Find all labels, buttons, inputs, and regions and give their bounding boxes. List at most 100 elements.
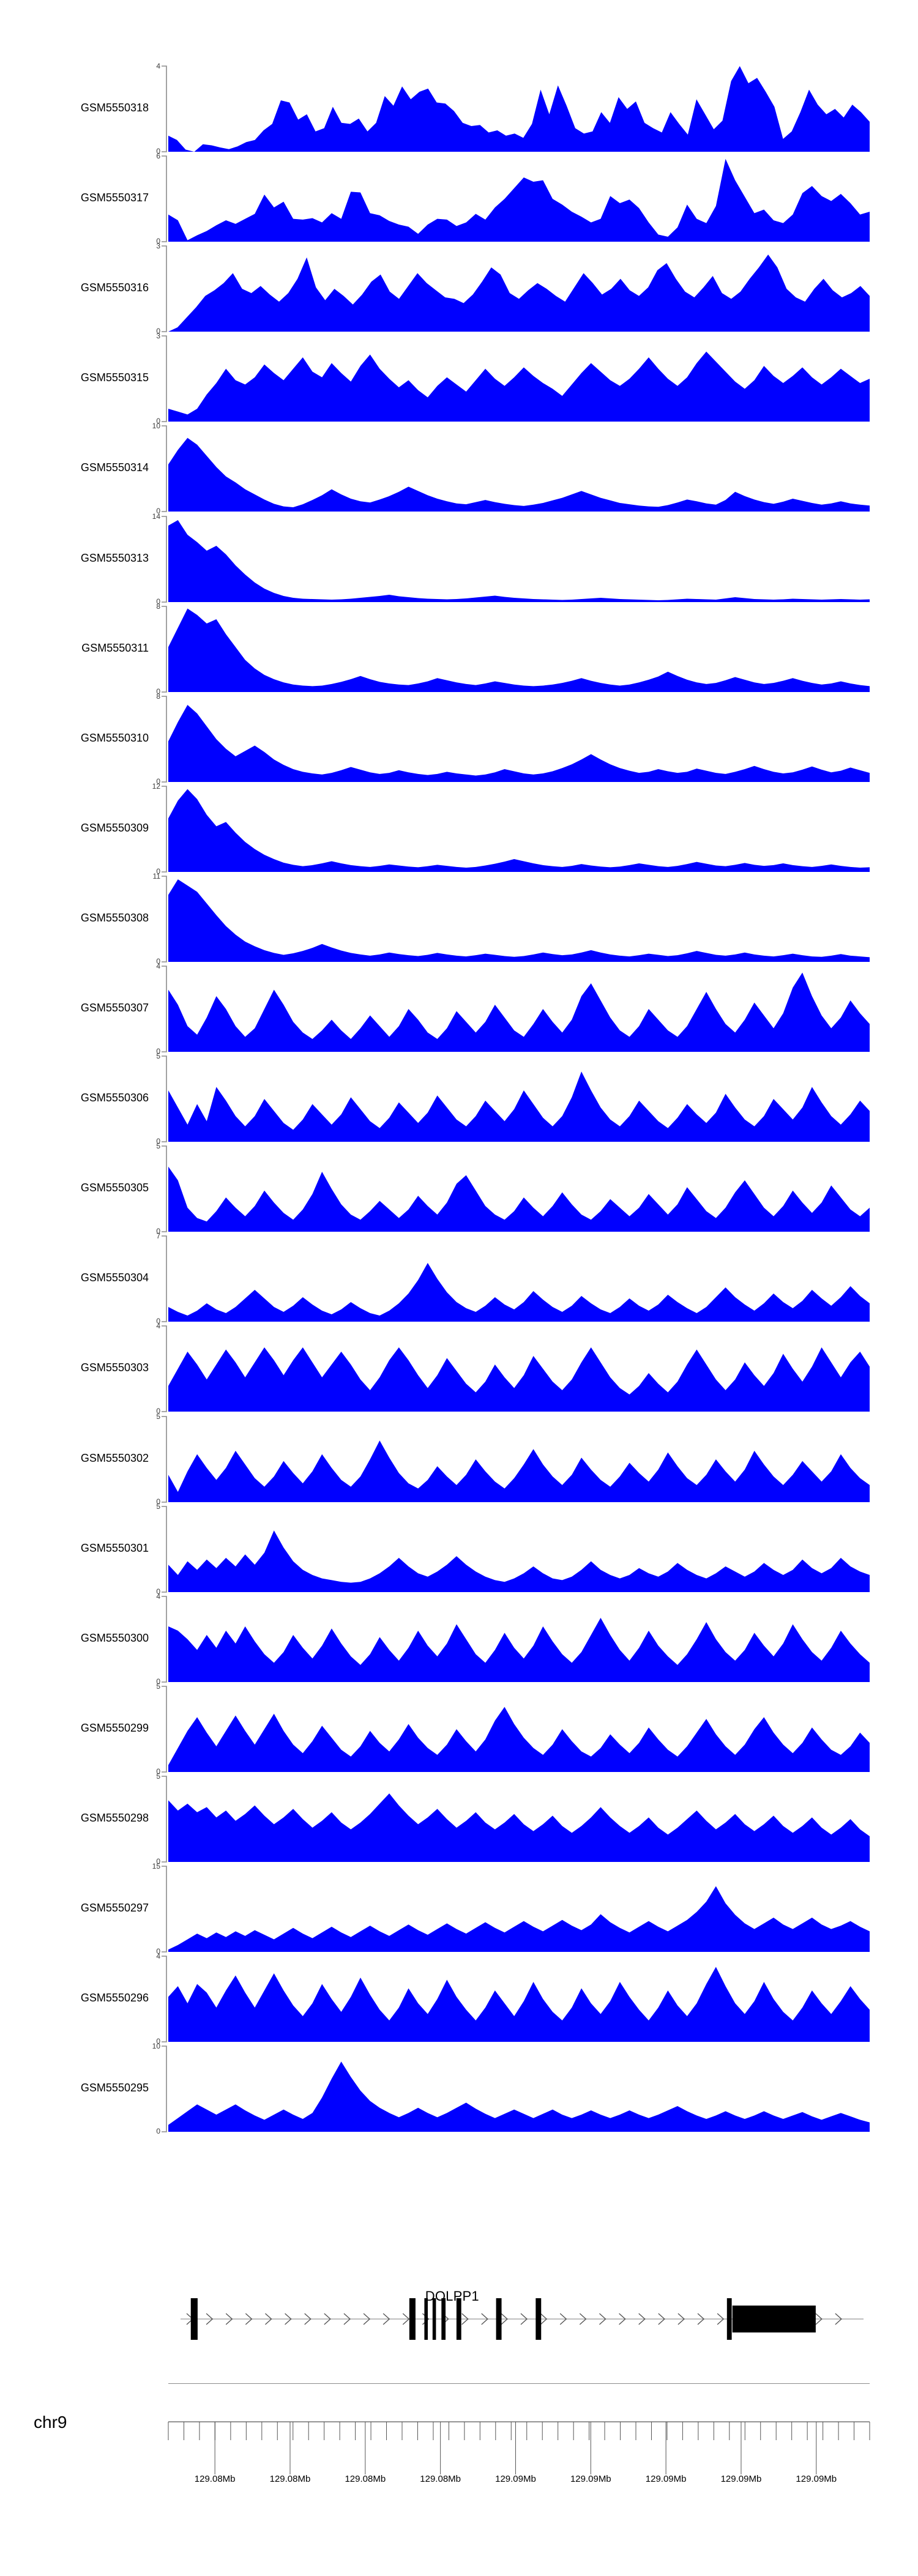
track-yaxis-spine: [162, 1866, 167, 1952]
exon-block: [536, 2298, 542, 2340]
coverage-area: [168, 704, 870, 782]
strand-arrow-icon: [677, 2313, 685, 2325]
track-plot: [162, 335, 870, 423]
track-yaxis-max-label: 15: [152, 1862, 160, 1871]
exon-block: [496, 2298, 502, 2340]
track-sample-label: GSM5550311: [81, 641, 149, 654]
exon-block: [456, 2298, 461, 2340]
ruler-tick-label: 129.09Mb: [720, 2474, 762, 2484]
track-sample-label: GSM5550297: [80, 1902, 149, 1914]
track-yaxis-max-label: 4: [156, 1322, 160, 1331]
track-yaxis-spine: [162, 155, 167, 242]
track-yaxis-max-label: 3: [156, 332, 160, 341]
track-plot: [162, 1505, 870, 1593]
track-plot: [162, 876, 870, 962]
track-yaxis-min-label: 0: [156, 687, 160, 696]
exon-block: [432, 2298, 436, 2340]
track-yaxis-spine: [162, 1505, 167, 1593]
coverage-area: [168, 158, 870, 242]
track-plot: [162, 155, 870, 242]
track-yaxis-max-label: 5: [156, 1771, 160, 1781]
strand-arrow-icon: [717, 2313, 725, 2325]
track-yaxis-spine: [162, 335, 167, 423]
track-plot: [162, 245, 870, 332]
coverage-area: [168, 879, 870, 962]
strand-arrow-icon: [285, 2313, 292, 2325]
coverage-area: [168, 255, 870, 332]
strand-arrow-icon: [599, 2313, 606, 2325]
track-yaxis-spine: [162, 1956, 167, 2042]
track-yaxis-spine: [162, 695, 167, 783]
strand-arrow-icon: [835, 2313, 842, 2325]
ruler-tick-label: 129.09Mb: [645, 2474, 687, 2484]
track-yaxis-spine: [162, 1145, 167, 1232]
ruler-tick-label: 129.08Mb: [269, 2474, 311, 2484]
track-yaxis-max-label: 6: [156, 152, 160, 161]
track-yaxis-min-label: 0: [156, 1227, 160, 1236]
track-sample-label: GSM5550310: [80, 731, 149, 744]
track-yaxis-max-label: 4: [156, 62, 160, 70]
strand-arrow-icon: [815, 2313, 823, 2325]
track-sample-label: GSM5550314: [80, 461, 149, 474]
track-yaxis-max-label: 8: [156, 601, 160, 611]
ruler-tick-label: 129.08Mb: [194, 2474, 236, 2484]
track-sample-label: GSM5550315: [80, 371, 149, 384]
strand-arrow-icon: [245, 2313, 253, 2325]
strand-arrow-icon: [697, 2313, 705, 2325]
track-yaxis-max-label: 5: [156, 1412, 160, 1421]
track-yaxis-min-label: 0: [156, 507, 160, 516]
track-plot: [162, 1866, 870, 1952]
track-plot: [162, 1776, 870, 1863]
strand-arrow-icon: [265, 2313, 272, 2325]
track-yaxis-min-label: 0: [156, 1137, 160, 1146]
track-yaxis-spine: [162, 2046, 167, 2132]
exon-block: [726, 2298, 732, 2340]
coverage-area: [168, 1071, 870, 1142]
track-yaxis-spine: [162, 605, 167, 693]
track-yaxis-spine: [162, 1325, 167, 1413]
track-sample-label: GSM5550316: [80, 281, 149, 294]
track-yaxis-min-label: 0: [156, 1047, 160, 1055]
track-yaxis-spine: [162, 876, 167, 962]
track-sample-label: GSM5550300: [80, 1631, 149, 1644]
track-yaxis-max-label: 8: [156, 691, 160, 701]
coverage-area: [168, 519, 870, 602]
ruler-tick-label: 129.09Mb: [796, 2474, 837, 2484]
track-yaxis-spine: [162, 785, 167, 873]
track-yaxis-spine: [162, 1235, 167, 1323]
strand-arrow-icon: [461, 2313, 469, 2325]
coverage-area: [168, 972, 870, 1052]
exon-block: [190, 2298, 198, 2340]
track-sample-label: GSM5550298: [80, 1811, 149, 1824]
ruler-tick-label: 129.08Mb: [420, 2474, 461, 2484]
strand-arrow-icon: [559, 2313, 567, 2325]
strand-arrow-icon: [343, 2313, 351, 2325]
track-yaxis-spine: [162, 1685, 167, 1773]
track-yaxis-max-label: 5: [156, 1502, 160, 1511]
strand-arrow-icon: [225, 2313, 233, 2325]
track-yaxis-min-label: 0: [156, 1587, 160, 1596]
coverage-area: [168, 1263, 870, 1322]
track-plot: [162, 65, 870, 152]
coverage-area: [168, 1166, 870, 1232]
track-yaxis-min-label: 0: [156, 1766, 160, 1776]
track-yaxis-min-label: 0: [156, 1497, 160, 1506]
coverage-area: [168, 1886, 870, 1952]
track-yaxis-min-label: 0: [156, 956, 160, 966]
track-yaxis-min-label: 0: [156, 1947, 160, 1956]
gene-track: [181, 2298, 864, 2340]
track-yaxis-min-label: 0: [156, 2127, 160, 2136]
track-yaxis-spine: [162, 245, 167, 332]
track-plot: [162, 425, 870, 513]
coverage-area: [168, 2061, 870, 2132]
track-yaxis-max-label: 3: [156, 242, 160, 251]
strand-arrow-icon: [481, 2313, 488, 2325]
strand-arrow-icon: [501, 2313, 508, 2325]
chromosome-label: chr9: [34, 2413, 67, 2432]
strand-arrow-icon: [619, 2313, 626, 2325]
track-sample-label: GSM5550317: [80, 192, 149, 204]
track-sample-label: GSM5550308: [80, 911, 149, 924]
track-yaxis-spine: [162, 65, 167, 152]
track-yaxis-spine: [162, 425, 167, 513]
